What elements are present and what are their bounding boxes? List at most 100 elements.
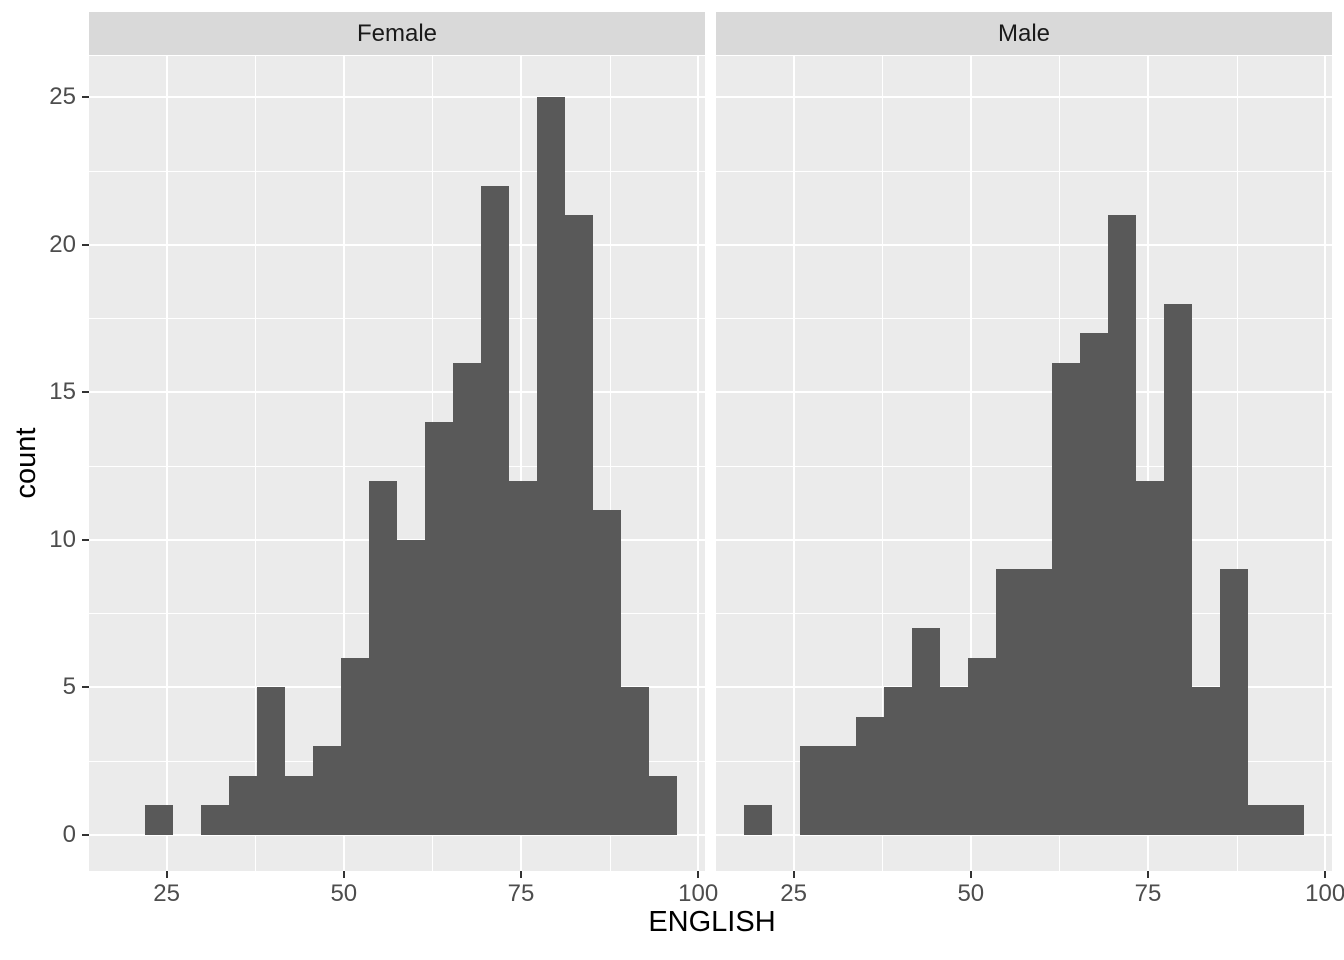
histogram-bar xyxy=(911,628,940,835)
x-axis-title: ENGLISH xyxy=(648,906,776,938)
gridline-minor-vertical xyxy=(610,56,611,871)
histogram-bar xyxy=(827,746,856,835)
histogram-bar xyxy=(592,510,621,835)
gridline-minor-vertical xyxy=(1237,56,1238,871)
y-tick-label: 20 xyxy=(49,230,76,258)
y-tick-label: 0 xyxy=(62,820,76,848)
gridline-major-horizontal xyxy=(89,833,705,836)
histogram-bar xyxy=(1023,569,1052,835)
histogram-bar xyxy=(620,687,649,835)
histogram-bar xyxy=(799,746,828,835)
x-tick-label: 75 xyxy=(507,880,535,907)
gridline-minor-horizontal xyxy=(716,466,1332,467)
x-tick-mark xyxy=(342,871,345,878)
gridline-minor-horizontal xyxy=(89,466,705,467)
histogram-bar xyxy=(1247,805,1276,835)
y-tick-mark xyxy=(82,391,89,393)
histogram-bar xyxy=(1079,333,1108,835)
y-tick-mark xyxy=(82,538,89,541)
histogram-bar xyxy=(312,746,341,835)
gridline-major-horizontal xyxy=(89,96,705,98)
x-tick-label: 50 xyxy=(957,880,985,907)
histogram-bar xyxy=(200,805,229,835)
y-tick-label: 25 xyxy=(49,83,76,110)
gridline-major-horizontal xyxy=(716,391,1332,393)
x-tick-label: 100 xyxy=(678,880,719,907)
histogram-bar xyxy=(228,775,257,835)
facet-strip-label-male: Male xyxy=(997,19,1051,47)
x-tick-mark xyxy=(165,871,168,878)
x-tick-label: 25 xyxy=(153,880,180,907)
facet-strip-female: Female xyxy=(89,12,705,55)
histogram-bar xyxy=(939,687,968,835)
gridline-major-vertical xyxy=(520,56,522,871)
histogram-bar xyxy=(883,687,912,835)
histogram-bar xyxy=(1107,215,1136,835)
histogram-bar xyxy=(340,657,369,835)
gridline-major-horizontal xyxy=(716,243,1332,246)
histogram-bar xyxy=(256,687,285,835)
x-tick-mark xyxy=(697,871,700,878)
facet-strip-label-female: Female xyxy=(356,19,438,47)
histogram-bar xyxy=(967,657,996,835)
gridline-major-horizontal xyxy=(716,538,1332,541)
histogram-bar xyxy=(1219,569,1248,835)
gridline-major-vertical xyxy=(342,56,345,871)
gridline-minor-horizontal xyxy=(89,318,705,319)
gridline-minor-vertical xyxy=(882,56,883,871)
gridline-minor-horizontal xyxy=(716,171,1332,172)
y-tick-label: 5 xyxy=(62,673,76,700)
x-tick-mark xyxy=(792,871,795,878)
y-tick-mark xyxy=(82,833,89,836)
gridline-major-vertical xyxy=(1147,56,1149,871)
gridline-major-horizontal xyxy=(716,833,1332,836)
histogram-bar xyxy=(452,362,481,835)
histogram-bar xyxy=(855,716,884,835)
x-tick-mark xyxy=(1324,871,1327,878)
facet-panel-male xyxy=(716,56,1332,871)
y-axis-title: count xyxy=(10,427,42,499)
x-tick-label: 50 xyxy=(330,880,358,907)
histogram-bar xyxy=(144,805,173,835)
gridline-minor-horizontal xyxy=(716,318,1332,319)
y-tick-mark xyxy=(82,686,89,688)
histogram-bar xyxy=(743,805,772,835)
facet-panel-female xyxy=(89,56,705,871)
gridline-major-vertical xyxy=(697,56,700,871)
histogram-bar xyxy=(368,480,397,835)
histogram-bar xyxy=(564,215,593,835)
histogram-bar xyxy=(424,421,453,835)
y-tick-mark xyxy=(82,243,89,246)
gridline-minor-horizontal xyxy=(89,171,705,172)
x-tick-label: 25 xyxy=(780,880,807,907)
x-tick-label: 100 xyxy=(1305,880,1344,907)
histogram-bar xyxy=(284,775,313,835)
gridline-minor-vertical xyxy=(255,56,256,871)
histogram-bar xyxy=(480,185,509,835)
histogram-bar xyxy=(995,569,1024,835)
histogram-bar xyxy=(1163,303,1192,835)
histogram-bar xyxy=(1275,805,1304,835)
x-tick-mark xyxy=(969,871,972,878)
gridline-major-horizontal xyxy=(89,391,705,393)
x-tick-mark xyxy=(520,871,522,878)
gridline-major-vertical xyxy=(792,56,795,871)
histogram-bar xyxy=(536,97,565,835)
gridline-major-vertical xyxy=(1324,56,1327,871)
y-tick-label: 15 xyxy=(49,378,76,405)
histogram-bar xyxy=(396,539,425,835)
histogram-bar xyxy=(1051,362,1080,835)
x-tick-mark xyxy=(1147,871,1149,878)
histogram-bar xyxy=(648,775,677,835)
facet-strip-male: Male xyxy=(716,12,1332,55)
gridline-major-vertical xyxy=(165,56,168,871)
histogram-bar xyxy=(1191,687,1220,835)
x-tick-label: 75 xyxy=(1134,880,1162,907)
gridline-major-horizontal xyxy=(716,96,1332,98)
gridline-major-vertical xyxy=(969,56,972,871)
histogram-bar xyxy=(508,480,537,835)
gridline-major-horizontal xyxy=(89,243,705,246)
y-tick-label: 10 xyxy=(49,525,76,553)
y-tick-mark xyxy=(82,96,89,98)
